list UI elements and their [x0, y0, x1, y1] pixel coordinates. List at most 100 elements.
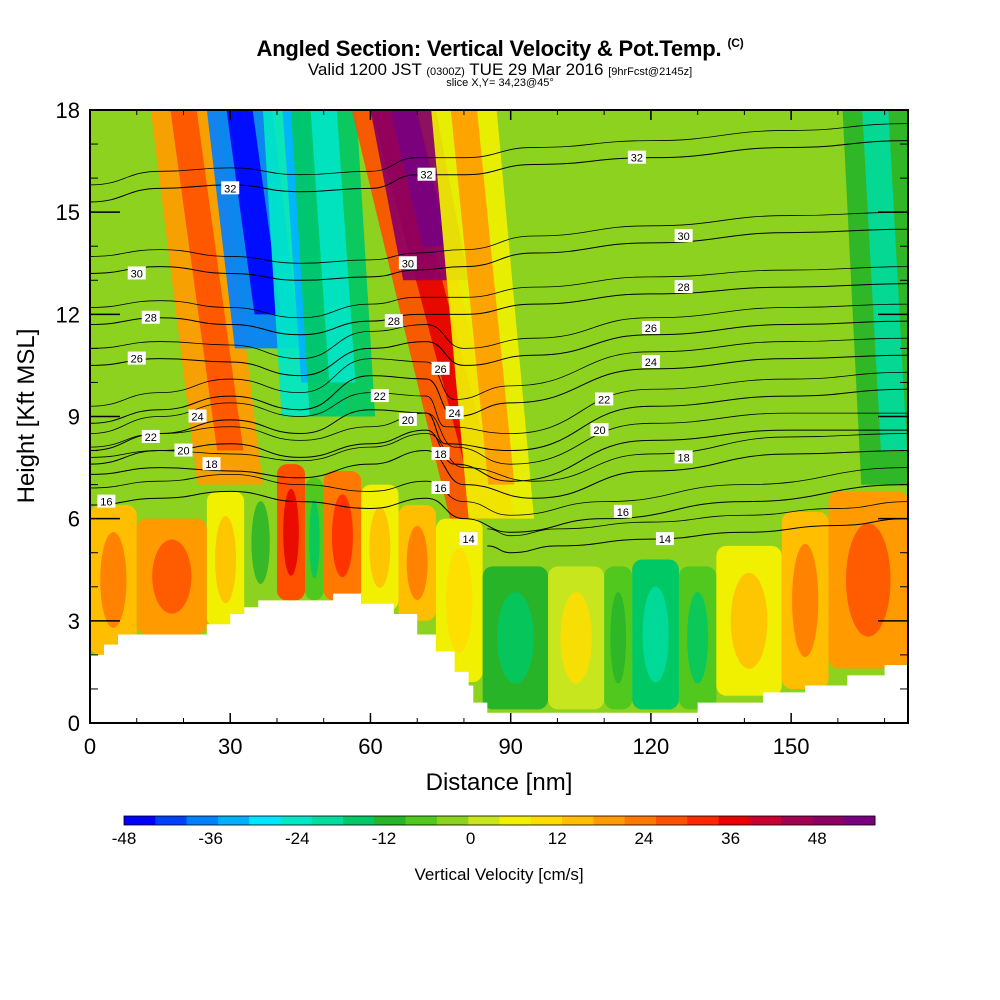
contour-label-text: 22: [145, 432, 157, 444]
contour-label: 20: [398, 412, 417, 427]
contour-label-bg: [431, 481, 450, 495]
contour-label-bg: [655, 532, 674, 546]
contour-label-bg: [398, 256, 417, 270]
colorbar: -48 -36 -24 -12 0 12 24 36 48: [112, 815, 876, 848]
contour-label: 24: [641, 355, 660, 369]
contour-label-bg: [370, 389, 389, 403]
pot-temp-contour-minor: [90, 211, 908, 264]
pot-temp-contour-32: [90, 140, 908, 203]
contour-label-bg: [627, 150, 646, 164]
velocity-cell-core: [100, 532, 127, 628]
contour-label-bg: [141, 429, 160, 443]
colorbar-tick-label: 24: [634, 829, 653, 848]
contour-label: 26: [127, 351, 146, 366]
contour-label-bg: [674, 280, 693, 294]
contour-label-bg: [141, 310, 160, 324]
contour-label-text: 14: [462, 534, 474, 546]
plot-area: 14 16 18 20 22 24 26 28 30 32 16 22 20 24 26 28 30 32 22 20…: [90, 110, 908, 723]
contour-label-bg: [398, 412, 417, 426]
contour-label: 14: [655, 532, 674, 546]
contour-label-bg: [97, 494, 116, 508]
contour-label: 16: [431, 481, 450, 495]
contour-label: 30: [674, 229, 693, 243]
x-axis-title: Distance [nm]: [426, 769, 573, 796]
velocity-cell-core: [309, 499, 320, 579]
chart-title: Angled Section: Vertical Velocity & Pot.…: [0, 36, 1000, 62]
contour-label-text: 30: [678, 231, 690, 243]
y-tick-label: 15: [56, 200, 80, 225]
velocity-cell-core: [610, 592, 627, 684]
contour-label-bg: [445, 406, 464, 420]
contour-label-text: 22: [598, 394, 610, 406]
contour-label-bg: [127, 351, 146, 365]
contour-label-text: 30: [402, 258, 414, 270]
x-tick-label: 90: [498, 734, 522, 759]
contour-labels: 14 16 18 20 22 24 26 28 30 32 16 22 20 24 26 28 30 32 22 20…: [97, 150, 693, 546]
contour-label: 22: [595, 392, 614, 406]
colorbar-swatch: [436, 816, 469, 825]
contour-label-text: 18: [434, 449, 446, 461]
y-tick-label: 9: [68, 405, 80, 430]
pot-temp-contour-26: [90, 320, 908, 377]
contour-label: 28: [674, 280, 693, 294]
colorbar-swatch: [593, 816, 626, 825]
contour-label: 24: [188, 409, 207, 424]
contour-label-text: 20: [593, 425, 605, 437]
colorbar-swatch: [468, 816, 500, 825]
colorbar-swatch: [311, 816, 344, 825]
contour-label: 18: [431, 446, 450, 461]
colorbar-swatch: [624, 816, 657, 825]
contour-label-bg: [174, 443, 193, 457]
contour-label-text: 24: [191, 412, 203, 424]
contour-label-bg: [202, 457, 221, 471]
colorbar-swatch: [530, 816, 563, 825]
pot-temp-contour-minor: [487, 501, 908, 537]
colorbar-tick-label: -48: [112, 829, 137, 848]
colorbar-swatch: [405, 816, 438, 825]
contour-label-bg: [613, 504, 632, 518]
pot-temp-contour-minor: [90, 123, 908, 186]
colorbar-tick-label: -12: [372, 829, 397, 848]
x-tick-label: 30: [218, 734, 242, 759]
x-tick-label: 120: [633, 734, 670, 759]
contour-label: 22: [370, 389, 389, 403]
colorbar-title: Vertical Velocity [cm/s]: [414, 865, 583, 884]
velocity-band-core: [170, 110, 244, 451]
contour-label-text: 26: [131, 354, 143, 366]
contour-label-bg: [431, 361, 450, 375]
colorbar-tick-label: -36: [198, 829, 223, 848]
pot-temp-contours: [90, 123, 908, 554]
colorbar-swatch: [655, 816, 688, 825]
velocity-cell-core: [730, 572, 768, 669]
contour-label: 30: [127, 266, 146, 280]
contour-label-text: 24: [448, 408, 460, 420]
contour-label: 26: [431, 361, 450, 376]
y-tick-label: 3: [68, 609, 80, 634]
chart-title-text: Angled Section: Vertical Velocity & Pot.…: [256, 36, 722, 61]
colorbar-swatch: [374, 816, 407, 825]
velocity-cell-core: [446, 548, 473, 653]
pot-temp-contour-minor: [90, 412, 908, 465]
colorbar-swatch: [562, 816, 594, 825]
title-unit: (C): [727, 36, 744, 50]
valid-date: TUE 29 Mar 2016: [469, 60, 604, 79]
colorbar-tick-label: -24: [285, 829, 310, 848]
contour-label-bg: [641, 320, 660, 334]
contour-label: 30: [398, 256, 417, 270]
contour-label-bg: [595, 392, 614, 406]
valid-prefix: Valid 1200 JST: [307, 60, 422, 79]
colorbar-swatch: [217, 816, 250, 825]
y-tick-label: 18: [56, 98, 80, 123]
contour-label-text: 14: [659, 534, 671, 546]
pot-temp-contour-24: [90, 354, 908, 424]
contour-label-bg: [384, 314, 403, 328]
contour-label-bg: [641, 355, 660, 369]
velocity-cell-core: [251, 501, 270, 584]
slice-info: slice X,Y= 34,23@45°: [446, 77, 554, 89]
contour-label-text: 24: [645, 357, 657, 369]
velocity-cells: [90, 464, 908, 710]
y-axis-title: Height [Kft MSL]: [13, 329, 40, 504]
contour-label-bg: [431, 446, 450, 460]
velocity-cell-core: [846, 523, 891, 637]
contour-label: 20: [590, 423, 609, 437]
